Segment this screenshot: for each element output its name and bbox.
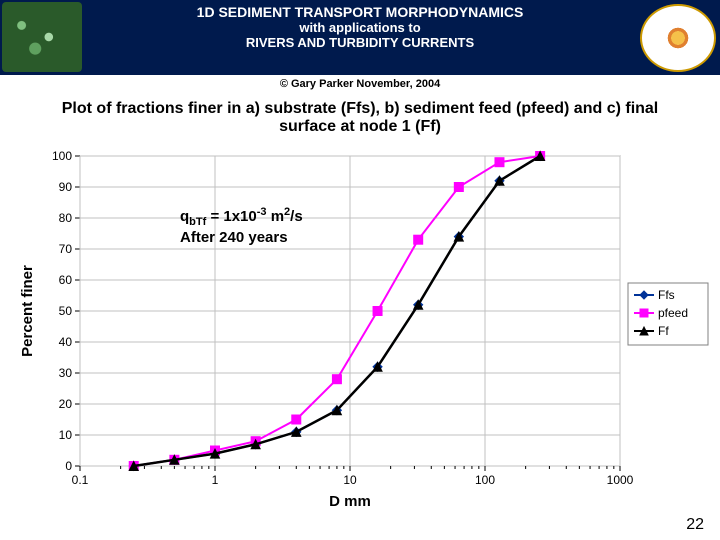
svg-text:100: 100: [475, 473, 495, 487]
svg-text:90: 90: [59, 180, 73, 194]
svg-text:0: 0: [65, 459, 72, 473]
svg-text:Ffs: Ffs: [658, 288, 675, 302]
header-logo-left: [2, 2, 82, 72]
header-line-1: 1D SEDIMENT TRANSPORT MORPHODYNAMICS: [84, 4, 636, 20]
header-line-3: RIVERS AND TURBIDITY CURRENTS: [84, 35, 636, 50]
svg-text:30: 30: [59, 366, 73, 380]
svg-text:70: 70: [59, 242, 73, 256]
svg-text:Percent finer: Percent finer: [19, 265, 36, 357]
chart-title: Plot of fractions finer in a) substrate …: [0, 96, 720, 146]
svg-text:60: 60: [59, 273, 73, 287]
svg-text:1000: 1000: [607, 473, 634, 487]
svg-text:80: 80: [59, 211, 73, 225]
svg-text:20: 20: [59, 397, 73, 411]
svg-text:pfeed: pfeed: [658, 306, 688, 320]
header-title-block: 1D SEDIMENT TRANSPORT MORPHODYNAMICS wit…: [84, 0, 636, 50]
chart-container: Plot of fractions finer in a) substrate …: [0, 96, 720, 526]
svg-text:Ff: Ff: [658, 324, 669, 338]
svg-text:100: 100: [52, 149, 72, 163]
svg-text:0.1: 0.1: [72, 473, 89, 487]
chart-annotation: qbTf = 1x10-3 m2/s After 240 years: [180, 206, 303, 247]
svg-text:50: 50: [59, 304, 73, 318]
svg-text:D mm: D mm: [329, 493, 371, 510]
svg-text:40: 40: [59, 335, 73, 349]
svg-text:10: 10: [59, 428, 73, 442]
svg-text:10: 10: [343, 473, 357, 487]
header-logo-right: [640, 4, 716, 72]
page-number: 22: [686, 516, 704, 534]
svg-text:1: 1: [212, 473, 219, 487]
chart-svg: 0 10 20 30 40 50 60 70 80 90 100 0.1 1 10 100 1000 Perce…: [0, 146, 720, 526]
header-bar: 1D SEDIMENT TRANSPORT MORPHODYNAMICS wit…: [0, 0, 720, 75]
header-line-2: with applications to: [84, 20, 636, 35]
copyright-text: © Gary Parker November, 2004: [0, 78, 720, 90]
